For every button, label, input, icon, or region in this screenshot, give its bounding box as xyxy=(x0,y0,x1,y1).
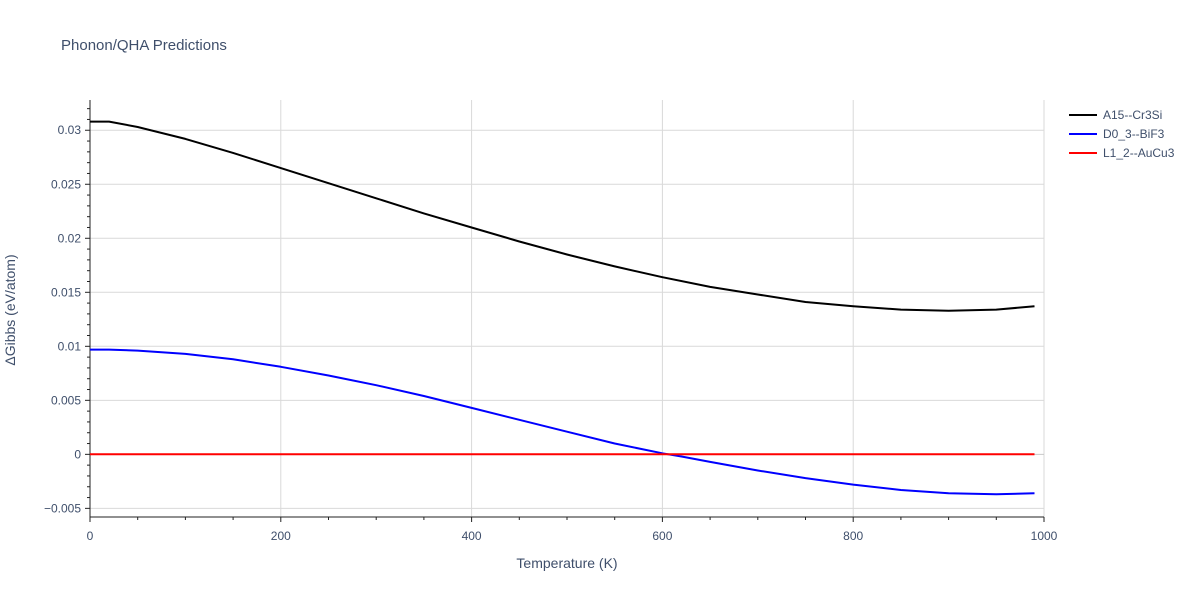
x-tick-label: 0 xyxy=(87,529,94,543)
legend-item[interactable]: A15--Cr3Si xyxy=(1069,108,1162,122)
x-tick-label: 800 xyxy=(843,529,863,543)
series-line-a15-cr3si xyxy=(90,120,1035,312)
tick-labels: 0 200 400 600 800 1000 −0.005 0 0.005 0.01 0.015 0.… xyxy=(44,123,1058,543)
axes xyxy=(85,100,1045,522)
x-tick-label: 600 xyxy=(652,529,672,543)
x-tick-label: 400 xyxy=(462,529,482,543)
legend-item[interactable]: L1_2--AuCu3 xyxy=(1069,146,1175,160)
x-tick-label: 1000 xyxy=(1031,529,1058,543)
y-tick-label: −0.005 xyxy=(44,501,81,515)
x-axis-title: Temperature (K) xyxy=(516,555,617,571)
y-tick-label: 0 xyxy=(74,447,81,461)
legend-item[interactable]: D0_3--BiF3 xyxy=(1069,127,1165,141)
series-layer xyxy=(90,120,1035,496)
legend-label: A15--Cr3Si xyxy=(1103,108,1162,122)
y-tick-label: 0.01 xyxy=(58,339,82,353)
legend[interactable]: A15--Cr3Si D0_3--BiF3 L1_2--AuCu3 xyxy=(1069,108,1175,160)
chart-title: Phonon/QHA Predictions xyxy=(61,37,227,54)
legend-label: L1_2--AuCu3 xyxy=(1103,146,1175,160)
y-tick-label: 0.02 xyxy=(58,231,82,245)
y-tick-label: 0.025 xyxy=(51,177,81,191)
legend-label: D0_3--BiF3 xyxy=(1103,127,1165,141)
y-axis-title: ΔGibbs (eV/atom) xyxy=(2,254,18,365)
y-tick-label: 0.005 xyxy=(51,393,81,407)
series-line-d0-3-bif3 xyxy=(90,348,1035,496)
x-tick-label: 200 xyxy=(271,529,291,543)
y-tick-label: 0.015 xyxy=(51,285,81,299)
y-tick-label: 0.03 xyxy=(58,123,82,137)
